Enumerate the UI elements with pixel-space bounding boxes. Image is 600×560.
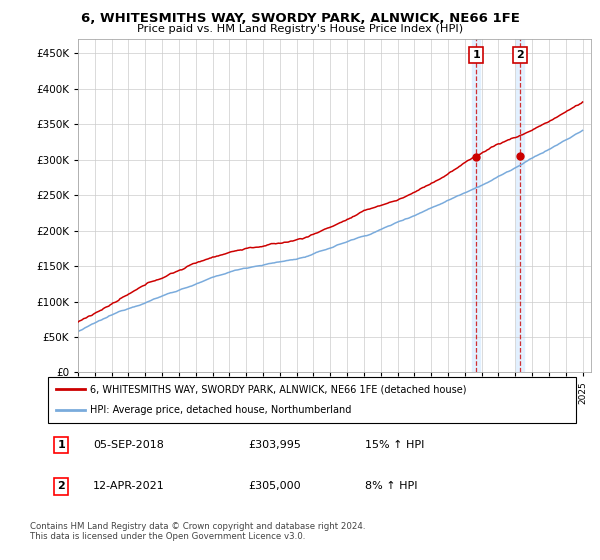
- Text: 12-APR-2021: 12-APR-2021: [93, 482, 164, 491]
- Text: 1: 1: [58, 440, 65, 450]
- Text: Price paid vs. HM Land Registry's House Price Index (HPI): Price paid vs. HM Land Registry's House …: [137, 24, 463, 34]
- Bar: [472, 39, 481, 372]
- FancyBboxPatch shape: [48, 377, 576, 423]
- Text: 1: 1: [472, 50, 480, 60]
- Text: £303,995: £303,995: [248, 440, 302, 450]
- Text: HPI: Average price, detached house, Northumberland: HPI: Average price, detached house, Nort…: [90, 405, 352, 416]
- Text: Contains HM Land Registry data © Crown copyright and database right 2024.
This d: Contains HM Land Registry data © Crown c…: [30, 522, 365, 542]
- Text: 8% ↑ HPI: 8% ↑ HPI: [365, 482, 418, 491]
- Text: 6, WHITESMITHS WAY, SWORDY PARK, ALNWICK, NE66 1FE: 6, WHITESMITHS WAY, SWORDY PARK, ALNWICK…: [80, 12, 520, 25]
- Text: £305,000: £305,000: [248, 482, 301, 491]
- Text: 2: 2: [516, 50, 524, 60]
- Bar: [516, 39, 524, 372]
- Text: 6, WHITESMITHS WAY, SWORDY PARK, ALNWICK, NE66 1FE (detached house): 6, WHITESMITHS WAY, SWORDY PARK, ALNWICK…: [90, 384, 467, 394]
- Text: 05-SEP-2018: 05-SEP-2018: [93, 440, 164, 450]
- Text: 2: 2: [58, 482, 65, 491]
- Text: 15% ↑ HPI: 15% ↑ HPI: [365, 440, 424, 450]
